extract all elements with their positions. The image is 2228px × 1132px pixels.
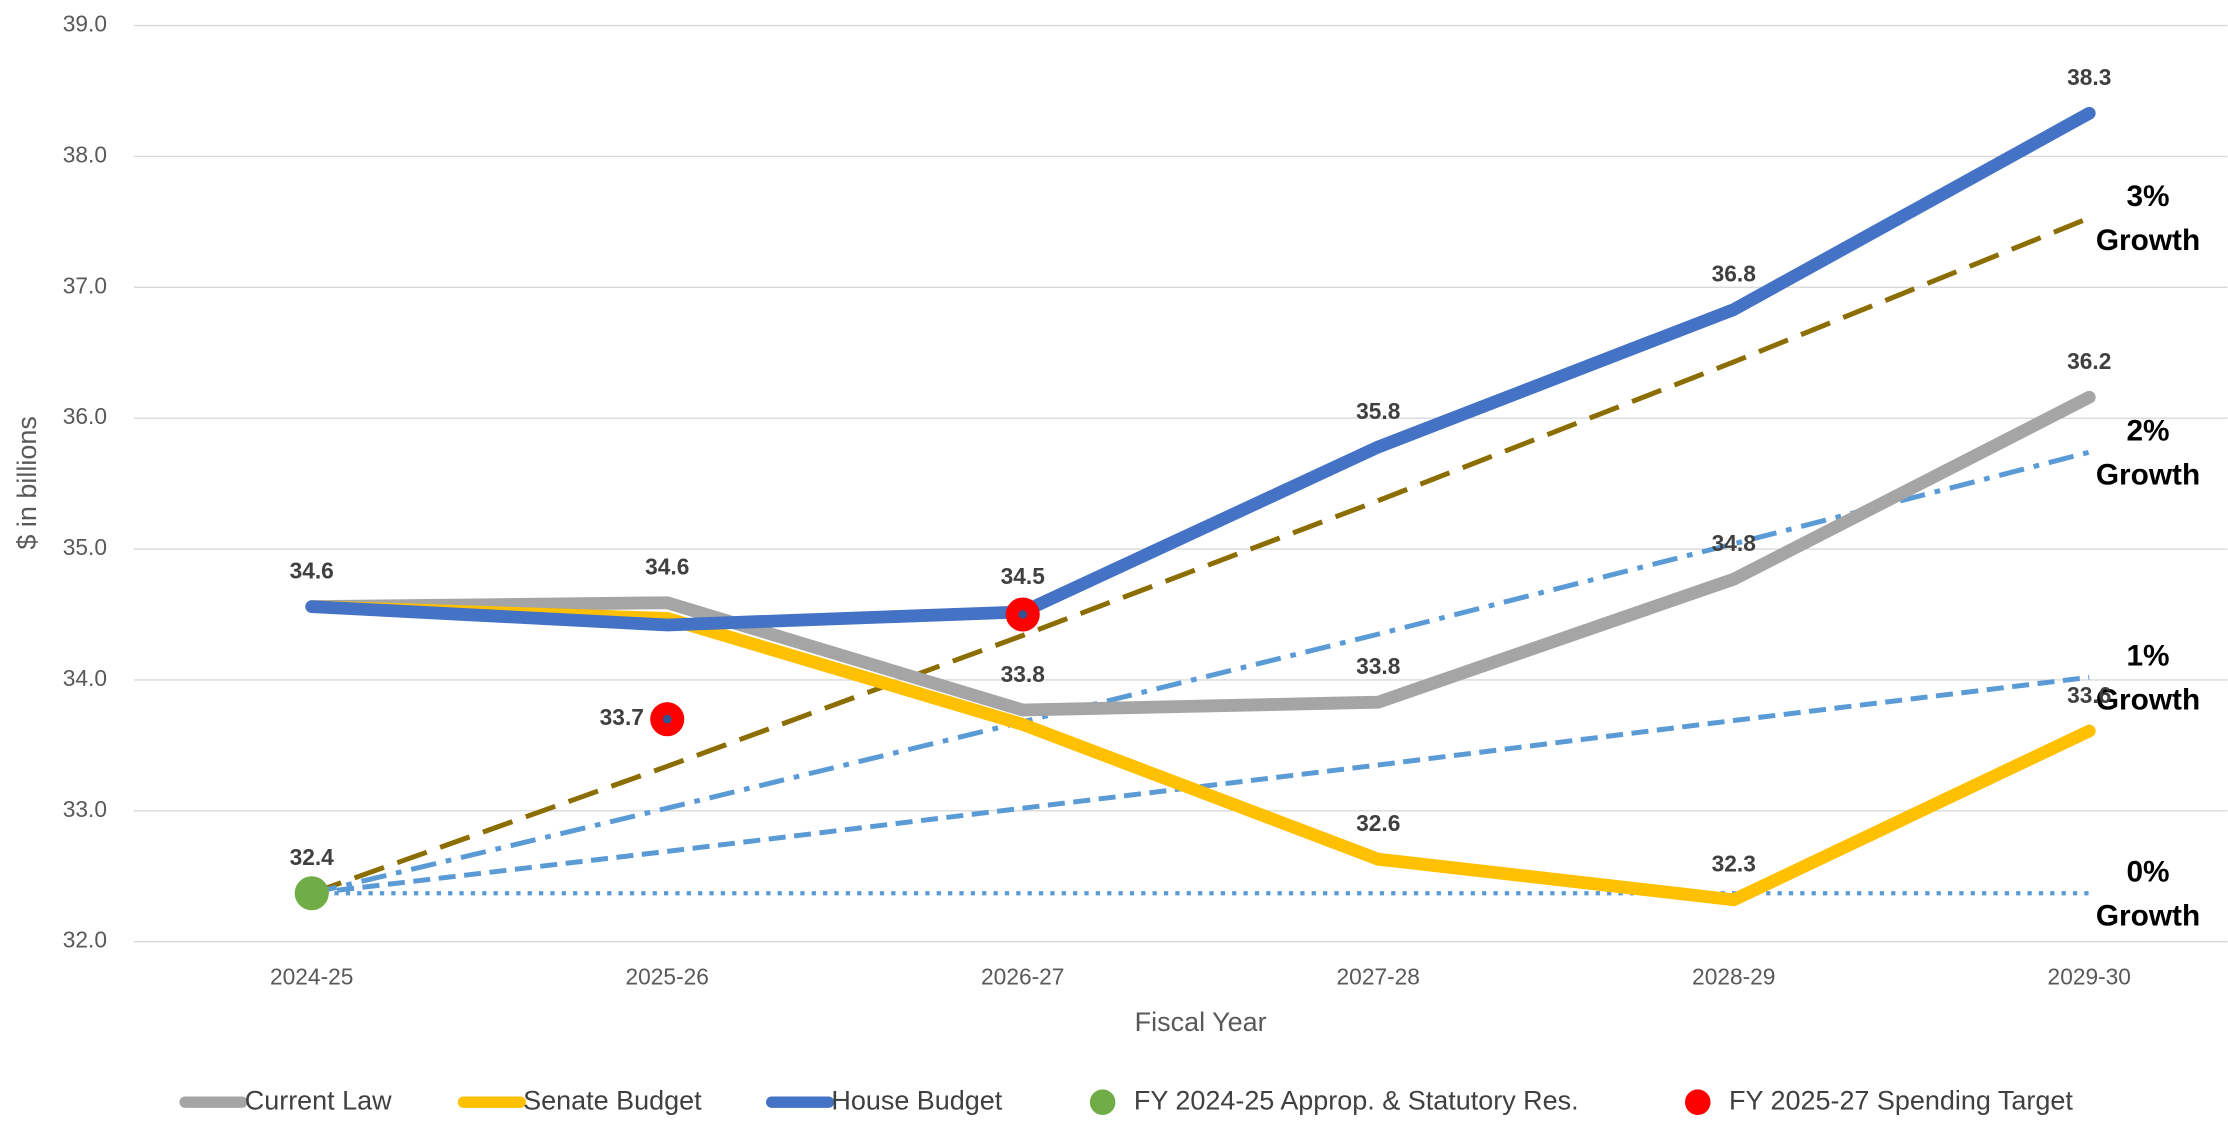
series-line xyxy=(311,449,2090,896)
legend-marker xyxy=(1684,1089,1711,1115)
data-label: 33.8 xyxy=(1001,661,1045,687)
data-label: 38.3 xyxy=(2067,64,2111,90)
data-label: 32.4 xyxy=(290,844,335,870)
legend-label: House Budget xyxy=(831,1085,1002,1115)
data-label: 36.8 xyxy=(1712,260,1756,286)
data-label: 32.3 xyxy=(1712,851,1756,877)
x-tick-label: 2026-27 xyxy=(981,964,1064,990)
growth-label: 3% Growth xyxy=(2096,180,2200,257)
growth-label: 1% Growth xyxy=(2096,639,2200,716)
legend-label: FY 2024-25 Approp. & Statutory Res. xyxy=(1134,1085,1579,1115)
y-tick-label: 39.0 xyxy=(63,11,107,37)
legend-label: FY 2025-27 Spending Target xyxy=(1729,1085,2073,1115)
x-tick-label: 2024-25 xyxy=(270,964,353,990)
x-tick-label: 2027-28 xyxy=(1337,964,1420,990)
y-tick-label: 35.0 xyxy=(63,534,107,560)
data-label: 35.8 xyxy=(1356,398,1400,424)
y-tick-label: 34.0 xyxy=(63,665,107,691)
y-tick-label: 32.0 xyxy=(63,927,107,953)
data-label: 34.5 xyxy=(1001,563,1045,589)
marker-center xyxy=(662,714,672,724)
y-tick-label: 36.0 xyxy=(63,403,107,429)
x-axis-title: Fiscal Year xyxy=(1135,1007,1267,1037)
series-line xyxy=(305,600,2096,907)
marker-center xyxy=(1018,610,1028,619)
data-label: 34.8 xyxy=(1712,530,1756,556)
x-tick-label: 2029-30 xyxy=(2048,964,2131,990)
x-tick-label: 2028-29 xyxy=(1692,964,1775,990)
series-line xyxy=(305,106,2096,632)
data-label: 34.6 xyxy=(290,558,334,584)
y-tick-label: 33.0 xyxy=(63,796,107,822)
data-label: 33.7 xyxy=(600,704,644,730)
data-label: 33.8 xyxy=(1356,653,1400,679)
legend-label: Senate Budget xyxy=(523,1085,702,1115)
data-label: 34.6 xyxy=(645,554,689,580)
data-label: 33.6 xyxy=(2067,682,2111,708)
y-axis-title: $ in billions xyxy=(12,416,42,549)
legend-marker xyxy=(1089,1089,1116,1115)
data-label: 36.2 xyxy=(2067,348,2111,374)
y-tick-label: 38.0 xyxy=(63,141,107,167)
y-tick-label: 37.0 xyxy=(63,272,107,298)
x-tick-label: 2025-26 xyxy=(626,964,709,990)
legend-label: Current Law xyxy=(245,1085,392,1115)
growth-label: 0% Growth xyxy=(2096,855,2200,932)
data-label: 32.6 xyxy=(1356,810,1400,836)
marker xyxy=(294,876,329,911)
series-line xyxy=(305,390,2096,717)
growth-label: 2% Growth xyxy=(2096,414,2200,491)
